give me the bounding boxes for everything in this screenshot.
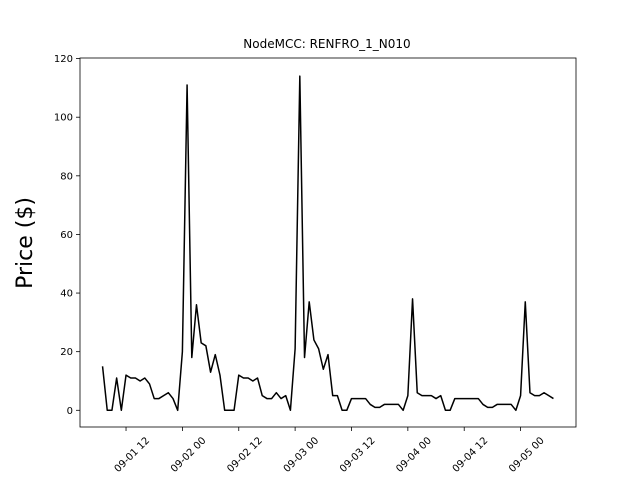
y-tick-label: 20 — [60, 347, 73, 358]
x-tick-label: 09-02 12 — [225, 435, 265, 475]
chart-title: NodeMCC: RENFRO_1_N010 — [243, 37, 410, 51]
x-tick-label: 09-03 12 — [338, 435, 378, 475]
y-tick-label: 0 — [67, 406, 73, 417]
x-tick-label: 09-02 00 — [169, 435, 209, 475]
y-axis-label: Price ($) — [13, 197, 38, 289]
y-tick-label: 120 — [54, 54, 73, 65]
x-tick-label: 09-05 00 — [507, 435, 547, 475]
y-tick-label: 100 — [54, 113, 73, 124]
price-line — [101, 75, 554, 412]
y-tick-label: 80 — [60, 171, 73, 182]
x-tick-label: 09-03 00 — [282, 435, 322, 475]
plot-frame — [79, 57, 577, 428]
y-tick-label: 60 — [60, 230, 73, 241]
y-tick-label: 40 — [60, 289, 73, 300]
x-tick-label: 09-04 00 — [394, 435, 434, 475]
x-tick-label: 09-04 12 — [451, 435, 491, 475]
x-tick-label: 09-01 12 — [113, 435, 153, 475]
